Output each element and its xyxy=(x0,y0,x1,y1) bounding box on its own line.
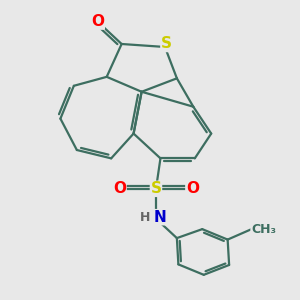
Text: H: H xyxy=(140,211,151,224)
Text: S: S xyxy=(151,181,161,196)
Text: S: S xyxy=(161,37,172,52)
Text: CH₃: CH₃ xyxy=(251,223,276,236)
Text: O: O xyxy=(91,14,104,29)
Text: O: O xyxy=(186,181,199,196)
Text: O: O xyxy=(113,181,126,196)
Text: N: N xyxy=(154,210,167,225)
